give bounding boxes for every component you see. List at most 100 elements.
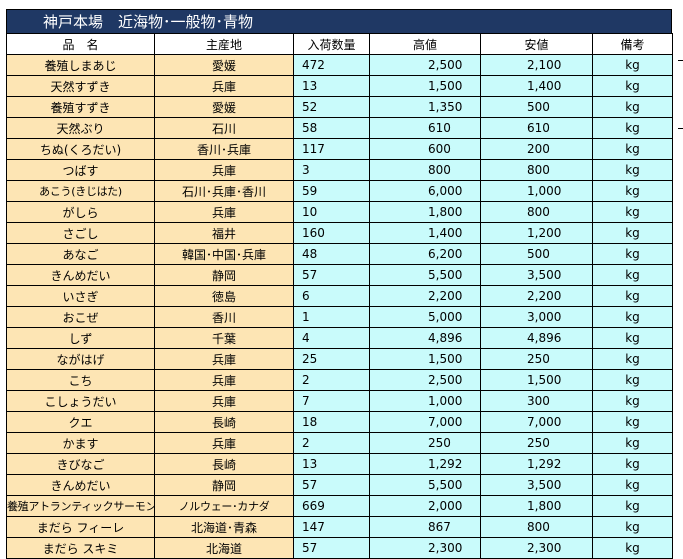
high-price-cell: 2,500	[369, 369, 481, 391]
low-price-cell: 4,896	[480, 327, 593, 349]
unit-cell: kg	[592, 327, 673, 349]
high-price-cell: 250	[369, 432, 481, 454]
low-price-cell: 2,100	[480, 54, 593, 76]
unit-cell: kg	[592, 138, 673, 160]
high-price-cell: 5,000	[369, 306, 481, 328]
low-price-cell: 800	[480, 516, 593, 538]
table-row: きんめだい 静岡 57 5,500 3,500 kg	[6, 264, 673, 286]
high-price-cell: 6,000	[369, 180, 481, 202]
origin-cell: 兵庫	[154, 75, 294, 97]
low-price-cell: 800	[480, 159, 593, 181]
origin-cell: 千葉	[154, 327, 294, 349]
origin-cell: 香川･兵庫	[154, 138, 294, 160]
table-row: きんめだい 静岡 57 5,500 3,500 kg	[6, 474, 673, 496]
low-price-cell: 1,000	[480, 180, 593, 202]
high-price-cell: 2,300	[369, 537, 481, 559]
header-high: 高値	[369, 33, 481, 55]
item-name-cell: こしょうだい	[6, 390, 155, 412]
unit-cell: kg	[592, 411, 673, 433]
item-name-cell: あこう(きじはた)	[6, 180, 155, 202]
header-row: 品 名 主産地 入荷数量 高値 安値 備考	[6, 33, 673, 55]
unit-cell: kg	[592, 54, 673, 76]
table-row: かます 兵庫 2 250 250 kg	[6, 432, 673, 454]
quantity-cell: 7	[293, 390, 370, 412]
origin-cell: 兵庫	[154, 201, 294, 223]
table-row: さごし 福井 160 1,400 1,200 kg	[6, 222, 673, 244]
high-price-cell: 1,000	[369, 390, 481, 412]
quantity-cell: 472	[293, 54, 370, 76]
origin-cell: 徳島	[154, 285, 294, 307]
origin-cell: 北海道･青森	[154, 516, 294, 538]
header-name: 品 名	[6, 33, 155, 55]
item-name-cell: 養殖すずき	[6, 96, 155, 118]
high-price-cell: 1,350	[369, 96, 481, 118]
unit-cell: kg	[592, 201, 673, 223]
table-row: ちぬ(くろだい) 香川･兵庫 117 600 200 kg	[6, 138, 673, 160]
unit-cell: kg	[592, 495, 673, 517]
origin-cell: 長崎	[154, 411, 294, 433]
quantity-cell: 2	[293, 369, 370, 391]
low-price-cell: 300	[480, 390, 593, 412]
item-name-cell: つばす	[6, 159, 155, 181]
item-name-cell: まだら フィーレ	[6, 516, 155, 538]
item-name-cell: がしら	[6, 201, 155, 223]
origin-cell: 兵庫	[154, 159, 294, 181]
low-price-cell: 800	[480, 201, 593, 223]
quantity-cell: 13	[293, 453, 370, 475]
item-name-cell: 養殖しまあじ	[6, 54, 155, 76]
low-price-cell: 1,400	[480, 75, 593, 97]
quantity-cell: 57	[293, 474, 370, 496]
low-price-cell: 1,200	[480, 222, 593, 244]
table-row: 養殖アトランティックサーモン ノルウェー･カナダ 669 2,000 1,800 kg	[6, 495, 673, 517]
quantity-cell: 13	[293, 75, 370, 97]
origin-cell: 兵庫	[154, 390, 294, 412]
table-row: まだら フィーレ 北海道･青森 147 867 800 kg	[6, 516, 673, 538]
unit-cell: kg	[592, 222, 673, 244]
low-price-cell: 250	[480, 432, 593, 454]
low-price-cell: 1,292	[480, 453, 593, 475]
item-name-cell: こち	[6, 369, 155, 391]
quantity-cell: 25	[293, 348, 370, 370]
item-name-cell: クエ	[6, 411, 155, 433]
quantity-cell: 147	[293, 516, 370, 538]
table-row: いさぎ 徳島 6 2,200 2,200 kg	[6, 285, 673, 307]
origin-cell: 兵庫	[154, 369, 294, 391]
table-row: クエ 長崎 18 7,000 7,000 kg	[6, 411, 673, 433]
origin-cell: 静岡	[154, 474, 294, 496]
table-row: しず 千葉 4 4,896 4,896 kg	[6, 327, 673, 349]
unit-cell: kg	[592, 369, 673, 391]
origin-cell: 兵庫	[154, 432, 294, 454]
table-row: 養殖すずき 愛媛 52 1,350 500 kg	[6, 96, 673, 118]
unit-cell: kg	[592, 285, 673, 307]
unit-cell: kg	[592, 348, 673, 370]
unit-cell: kg	[592, 537, 673, 559]
origin-cell: ノルウェー･カナダ	[154, 495, 294, 517]
quantity-cell: 57	[293, 264, 370, 286]
high-price-cell: 7,000	[369, 411, 481, 433]
unit-cell: kg	[592, 306, 673, 328]
high-price-cell: 800	[369, 159, 481, 181]
market-price-sheet: 神戸本場 近海物･一般物･青物 品 名 主産地 入荷数量 高値 安値 備考 養殖…	[6, 9, 673, 559]
item-name-cell: ながはげ	[6, 348, 155, 370]
unit-cell: kg	[592, 96, 673, 118]
quantity-cell: 4	[293, 327, 370, 349]
low-price-cell: 1,500	[480, 369, 593, 391]
origin-cell: 静岡	[154, 264, 294, 286]
quantity-cell: 52	[293, 96, 370, 118]
unit-cell: kg	[592, 453, 673, 475]
high-price-cell: 1,292	[369, 453, 481, 475]
table-row: こち 兵庫 2 2,500 1,500 kg	[6, 369, 673, 391]
high-price-cell: 867	[369, 516, 481, 538]
unit-cell: kg	[592, 474, 673, 496]
low-price-cell: 3,500	[480, 264, 593, 286]
high-price-cell: 1,400	[369, 222, 481, 244]
table-row: あこう(きじはた) 石川･兵庫･香川 59 6,000 1,000 kg	[6, 180, 673, 202]
low-price-cell: 500	[480, 243, 593, 265]
origin-cell: 石川･兵庫･香川	[154, 180, 294, 202]
item-name-cell: きんめだい	[6, 474, 155, 496]
table-row: 天然ぶり 石川 58 610 610 kg	[6, 117, 673, 139]
high-price-cell: 1,800	[369, 201, 481, 223]
high-price-cell: 1,500	[369, 348, 481, 370]
unit-cell: kg	[592, 75, 673, 97]
quantity-cell: 117	[293, 138, 370, 160]
